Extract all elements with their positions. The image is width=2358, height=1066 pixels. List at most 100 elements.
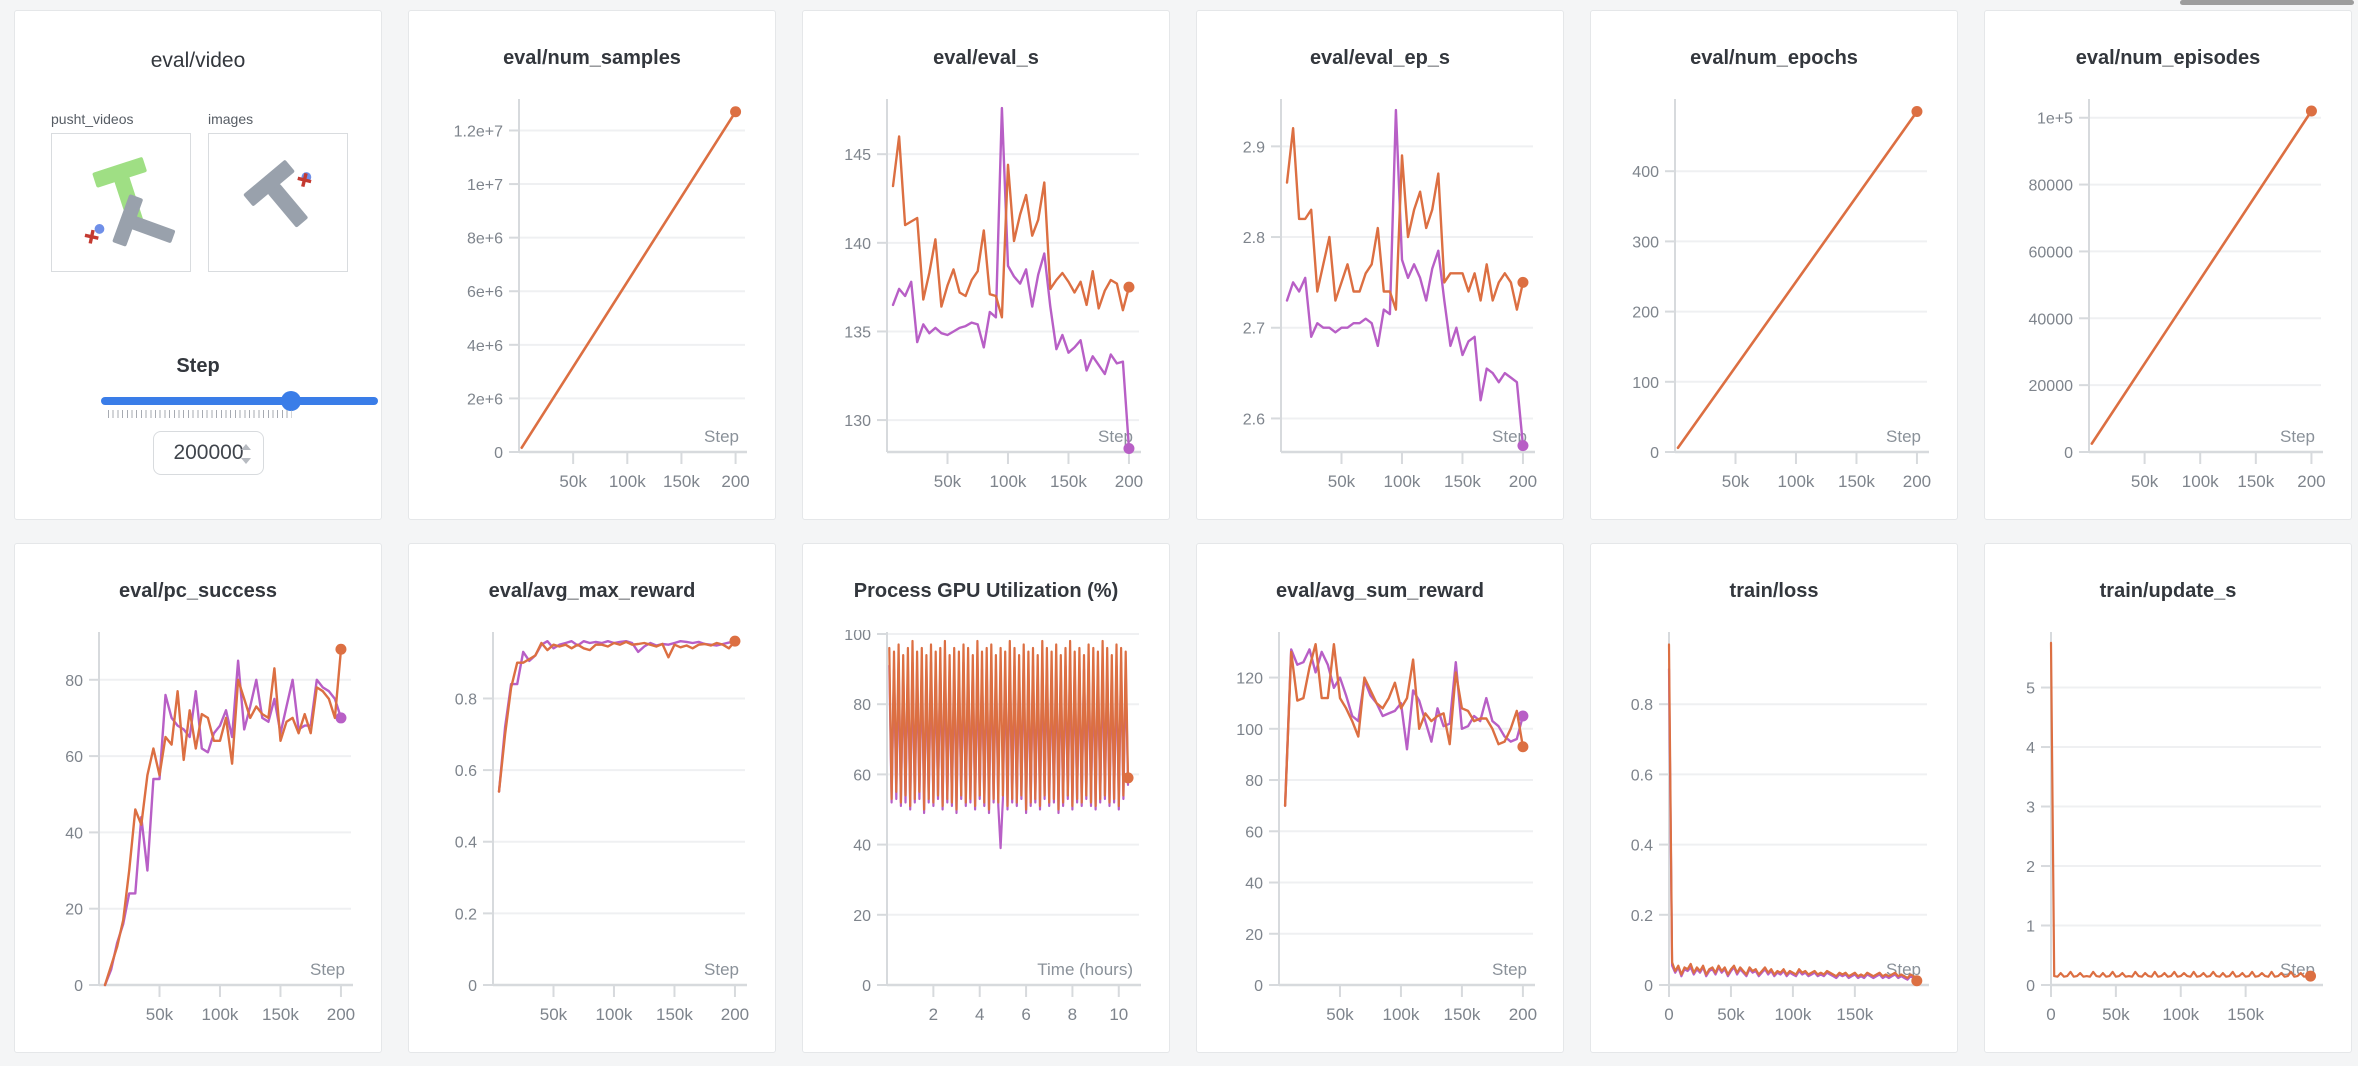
svg-text:0.4: 0.4 — [1631, 838, 1653, 855]
svg-text:300: 300 — [1632, 234, 1659, 251]
svg-text:1.2e+7: 1.2e+7 — [454, 123, 503, 140]
chart-plot-area[interactable]: 130 135 140 145 50k 100k 150k 200 Step — [803, 97, 1169, 497]
svg-text:0: 0 — [1650, 445, 1659, 462]
svg-text:8: 8 — [1068, 1005, 1077, 1024]
svg-text:150k: 150k — [1444, 472, 1481, 491]
svg-text:80: 80 — [853, 697, 871, 714]
svg-text:0: 0 — [74, 978, 83, 995]
chart-plot-area[interactable]: 0 0.2 0.4 0.6 0.8 50k 100k 150k 200 Step — [409, 630, 775, 1030]
svg-text:100k: 100k — [1774, 1005, 1811, 1024]
svg-text:100: 100 — [844, 630, 871, 644]
chart-title: eval/num_samples — [503, 47, 681, 69]
images-frame — [243, 160, 312, 228]
chart-plot-area[interactable]: 0 2e+6 4e+6 6e+6 8e+6 1e+7 1.2e+7 50k 100k 150k 20… — [409, 97, 775, 497]
pusht-video-frame — [84, 157, 176, 247]
svg-text:80: 80 — [65, 673, 83, 690]
stepper-down-icon[interactable] — [241, 458, 251, 464]
svg-text:2.9: 2.9 — [1243, 139, 1265, 156]
svg-text:20: 20 — [65, 902, 83, 919]
svg-text:140: 140 — [844, 236, 871, 253]
chart-title: eval/eval_s — [933, 47, 1039, 69]
svg-text:40: 40 — [853, 838, 871, 855]
svg-text:2.7: 2.7 — [1243, 321, 1265, 338]
video-panel-title: eval/video — [150, 49, 246, 72]
panel-grid: eval/video pusht_videos images — [14, 10, 2352, 1053]
svg-text:0.6: 0.6 — [1631, 767, 1653, 784]
svg-text:Step: Step — [704, 427, 739, 446]
images-thumbnail[interactable] — [208, 133, 348, 272]
svg-text:100k: 100k — [990, 472, 1027, 491]
chart-plot-area[interactable]: 0 100 200 300 400 50k 100k 150k 200 Step — [1591, 97, 1957, 497]
svg-text:2: 2 — [929, 1005, 938, 1024]
svg-text:200: 200 — [1903, 472, 1931, 491]
svg-text:Step: Step — [1098, 427, 1133, 446]
svg-text:0: 0 — [468, 978, 477, 995]
svg-text:50k: 50k — [540, 1005, 568, 1024]
svg-text:0: 0 — [2046, 1005, 2055, 1024]
stepper-up-icon[interactable] — [241, 444, 251, 450]
chart-title: eval/num_episodes — [2075, 47, 2261, 69]
svg-text:4: 4 — [975, 1005, 984, 1024]
chart-plot-area[interactable]: 0 20 40 60 80 100 2 4 6 8 10 Time (hours) — [803, 630, 1169, 1030]
chart-plot-area[interactable]: 0 20 40 60 80 100 120 50k 100k 150k 200 Step — [1197, 630, 1563, 1030]
svg-text:50k: 50k — [2102, 1005, 2130, 1024]
horizontal-scrollbar[interactable] — [2180, 0, 2354, 5]
svg-text:200: 200 — [1632, 305, 1659, 322]
svg-text:100: 100 — [1236, 722, 1263, 739]
svg-text:0.8: 0.8 — [1631, 697, 1653, 714]
svg-text:Step: Step — [310, 960, 345, 979]
svg-text:0.6: 0.6 — [455, 763, 477, 780]
svg-text:1e+7: 1e+7 — [467, 177, 503, 194]
step-slider-handle[interactable] — [281, 391, 301, 411]
media-label-pusht-videos: pusht_videos — [51, 111, 134, 127]
svg-text:0: 0 — [2064, 445, 2073, 462]
svg-text:0: 0 — [862, 978, 871, 995]
chart-plot-area[interactable]: 0 20000 40000 60000 80000 1e+5 50k 100k 150k 200 S… — [1985, 97, 2351, 497]
svg-text:0: 0 — [494, 445, 503, 462]
panel-eval-avg-max-reward: eval/avg_max_reward 0 0.2 0.4 0.6 0.8 50k 100k… — [408, 543, 776, 1053]
svg-text:1e+5: 1e+5 — [2037, 111, 2073, 128]
svg-text:200: 200 — [2297, 472, 2325, 491]
svg-text:2.6: 2.6 — [1243, 411, 1265, 428]
svg-text:40: 40 — [65, 825, 83, 842]
pusht-video-thumbnail[interactable] — [51, 133, 191, 272]
svg-text:0: 0 — [2026, 978, 2035, 995]
svg-text:60: 60 — [65, 749, 83, 766]
svg-text:20: 20 — [853, 908, 871, 925]
svg-text:135: 135 — [844, 324, 871, 341]
chart-title: train/loss — [1729, 580, 1819, 602]
svg-text:3: 3 — [2026, 800, 2035, 817]
step-value-input[interactable]: 200000 — [153, 431, 264, 475]
svg-text:50k: 50k — [934, 472, 962, 491]
panel-eval-pc-success: eval/pc_success 0 20 40 60 80 50k 100k 150k 200 S… — [14, 543, 382, 1053]
svg-text:200: 200 — [721, 1005, 749, 1024]
chart-title: eval/eval_ep_s — [1309, 47, 1451, 69]
svg-text:100k: 100k — [1778, 472, 1815, 491]
step-slider[interactable] — [101, 397, 378, 405]
svg-text:150k: 150k — [1443, 1005, 1480, 1024]
svg-text:2e+6: 2e+6 — [467, 391, 503, 408]
svg-text:150k: 150k — [663, 472, 700, 491]
panel-eval-num-epochs: eval/num_epochs 0 100 200 300 400 50k 100k 150k… — [1590, 10, 1958, 520]
svg-text:150k: 150k — [656, 1005, 693, 1024]
svg-text:200: 200 — [1509, 1005, 1537, 1024]
svg-text:0: 0 — [1644, 978, 1653, 995]
svg-text:200: 200 — [1115, 472, 1143, 491]
media-label-images: images — [208, 111, 254, 127]
chart-plot-area[interactable]: 0 20 40 60 80 50k 100k 150k 200 Step — [15, 630, 381, 1030]
svg-text:100: 100 — [1632, 375, 1659, 392]
stepper-control[interactable] — [241, 441, 251, 467]
svg-text:2: 2 — [2026, 859, 2035, 876]
svg-text:150k: 150k — [1050, 472, 1087, 491]
svg-text:10: 10 — [1109, 1005, 1128, 1024]
panel-eval-num-samples: eval/num_samples 0 2e+6 4e+6 6e+6 8e+6 1e+7 1.… — [408, 10, 776, 520]
step-slider-label: Step — [176, 355, 220, 377]
svg-text:2.8: 2.8 — [1243, 230, 1265, 247]
svg-text:100k: 100k — [202, 1005, 239, 1024]
svg-text:0.4: 0.4 — [455, 835, 477, 852]
svg-text:100k: 100k — [1383, 1005, 1420, 1024]
svg-text:5: 5 — [2026, 681, 2035, 698]
chart-plot-area[interactable]: 2.6 2.7 2.8 2.9 50k 100k 150k 200 Step — [1197, 97, 1563, 497]
